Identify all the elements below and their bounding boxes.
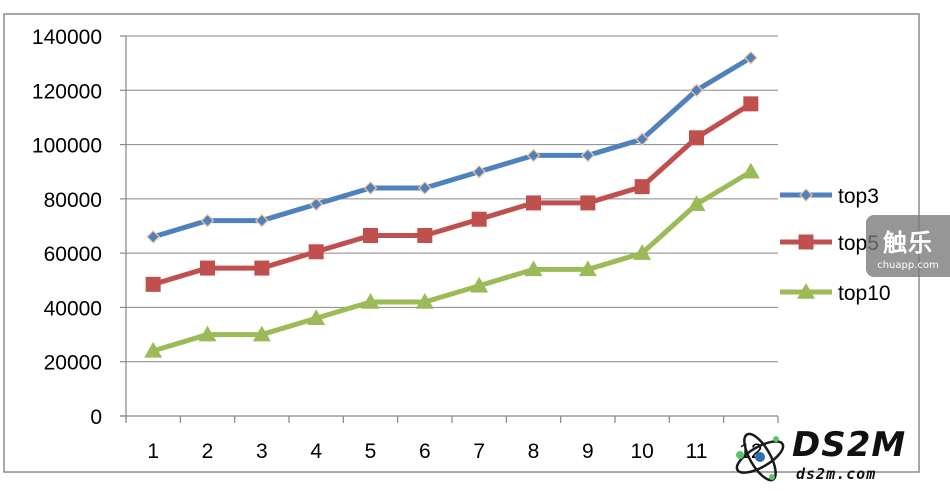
data-point bbox=[526, 148, 541, 163]
axes bbox=[120, 35, 779, 423]
x-tick-label: 3 bbox=[256, 440, 268, 463]
ds2m-logo: DS2M ds2m.com bbox=[730, 425, 945, 487]
data-point bbox=[307, 309, 326, 326]
legend-entry-top3: top3 bbox=[780, 185, 879, 208]
data-point bbox=[361, 293, 380, 309]
data-point bbox=[689, 83, 704, 98]
series-line bbox=[152, 55, 753, 240]
y-tick-label: 40000 bbox=[44, 297, 102, 320]
x-tick-label: 1 bbox=[147, 440, 159, 463]
y-tick-labels: 0 20000 40000 60000 80000 100000 120000 140000 bbox=[32, 26, 102, 429]
data-point bbox=[145, 276, 161, 292]
series-top3 bbox=[146, 50, 758, 244]
legend-label: top3 bbox=[838, 185, 879, 208]
x-tick-label: 7 bbox=[473, 440, 485, 463]
data-point bbox=[417, 228, 433, 243]
y-tick-label: 20000 bbox=[44, 352, 102, 375]
x-tick-label: 9 bbox=[582, 440, 594, 463]
watermark-url-text: chuapp.com bbox=[877, 260, 939, 271]
data-point bbox=[635, 132, 650, 146]
gridlines bbox=[126, 35, 778, 363]
data-point bbox=[798, 234, 814, 250]
x-tick-label: 10 bbox=[630, 440, 653, 463]
data-point bbox=[470, 276, 489, 293]
data-point bbox=[580, 195, 596, 211]
data-point bbox=[578, 260, 597, 277]
data-point bbox=[363, 228, 378, 243]
legend-label: top10 bbox=[838, 282, 891, 305]
x-tick-label: 11 bbox=[686, 440, 708, 463]
x-tick-label: 6 bbox=[419, 440, 431, 463]
data-point bbox=[309, 197, 324, 212]
legend-entry-top10: top10 bbox=[780, 282, 891, 305]
y-tick-label: 80000 bbox=[44, 189, 102, 212]
series-lines bbox=[144, 50, 760, 358]
data-point bbox=[146, 230, 161, 244]
data-point bbox=[200, 213, 215, 228]
data-point bbox=[526, 195, 541, 211]
data-point bbox=[471, 211, 487, 227]
data-point bbox=[524, 260, 543, 277]
data-point bbox=[198, 325, 217, 342]
y-tick-label: 0 bbox=[90, 406, 102, 429]
data-point bbox=[252, 325, 271, 342]
data-point bbox=[797, 283, 815, 299]
data-point bbox=[743, 96, 759, 112]
data-point bbox=[308, 244, 324, 260]
x-tick-label: 5 bbox=[365, 440, 377, 463]
series-line bbox=[152, 169, 753, 354]
logo-name: DS2M bbox=[792, 425, 907, 465]
data-point bbox=[144, 341, 163, 358]
data-point bbox=[633, 244, 652, 260]
data-point bbox=[634, 179, 650, 195]
data-point bbox=[580, 148, 595, 163]
data-point bbox=[687, 195, 706, 212]
x-tick-label: 4 bbox=[310, 440, 322, 463]
data-point bbox=[200, 260, 215, 276]
data-point bbox=[743, 50, 758, 65]
data-point bbox=[415, 293, 434, 309]
series-top10 bbox=[144, 162, 760, 358]
data-point bbox=[363, 181, 378, 195]
watermark-badge: 触乐 chuapp.com bbox=[866, 215, 950, 277]
x-tick-label: 2 bbox=[202, 440, 214, 463]
x-tick-label: 8 bbox=[528, 440, 540, 463]
data-point bbox=[799, 188, 813, 202]
data-point bbox=[741, 162, 760, 179]
data-point bbox=[417, 181, 432, 195]
data-point bbox=[254, 213, 269, 228]
data-point bbox=[689, 130, 704, 146]
data-point bbox=[254, 260, 270, 276]
logo-url: ds2m.com bbox=[796, 465, 877, 483]
y-tick-label: 140000 bbox=[32, 26, 102, 49]
series-top5 bbox=[145, 96, 759, 292]
data-point bbox=[472, 164, 487, 179]
watermark-main-text: 触乐 bbox=[883, 229, 933, 257]
y-tick-label: 120000 bbox=[32, 80, 102, 103]
y-tick-label: 100000 bbox=[32, 135, 102, 158]
atom-icon bbox=[735, 432, 785, 482]
y-tick-label: 60000 bbox=[44, 243, 102, 266]
series-line bbox=[152, 101, 753, 287]
